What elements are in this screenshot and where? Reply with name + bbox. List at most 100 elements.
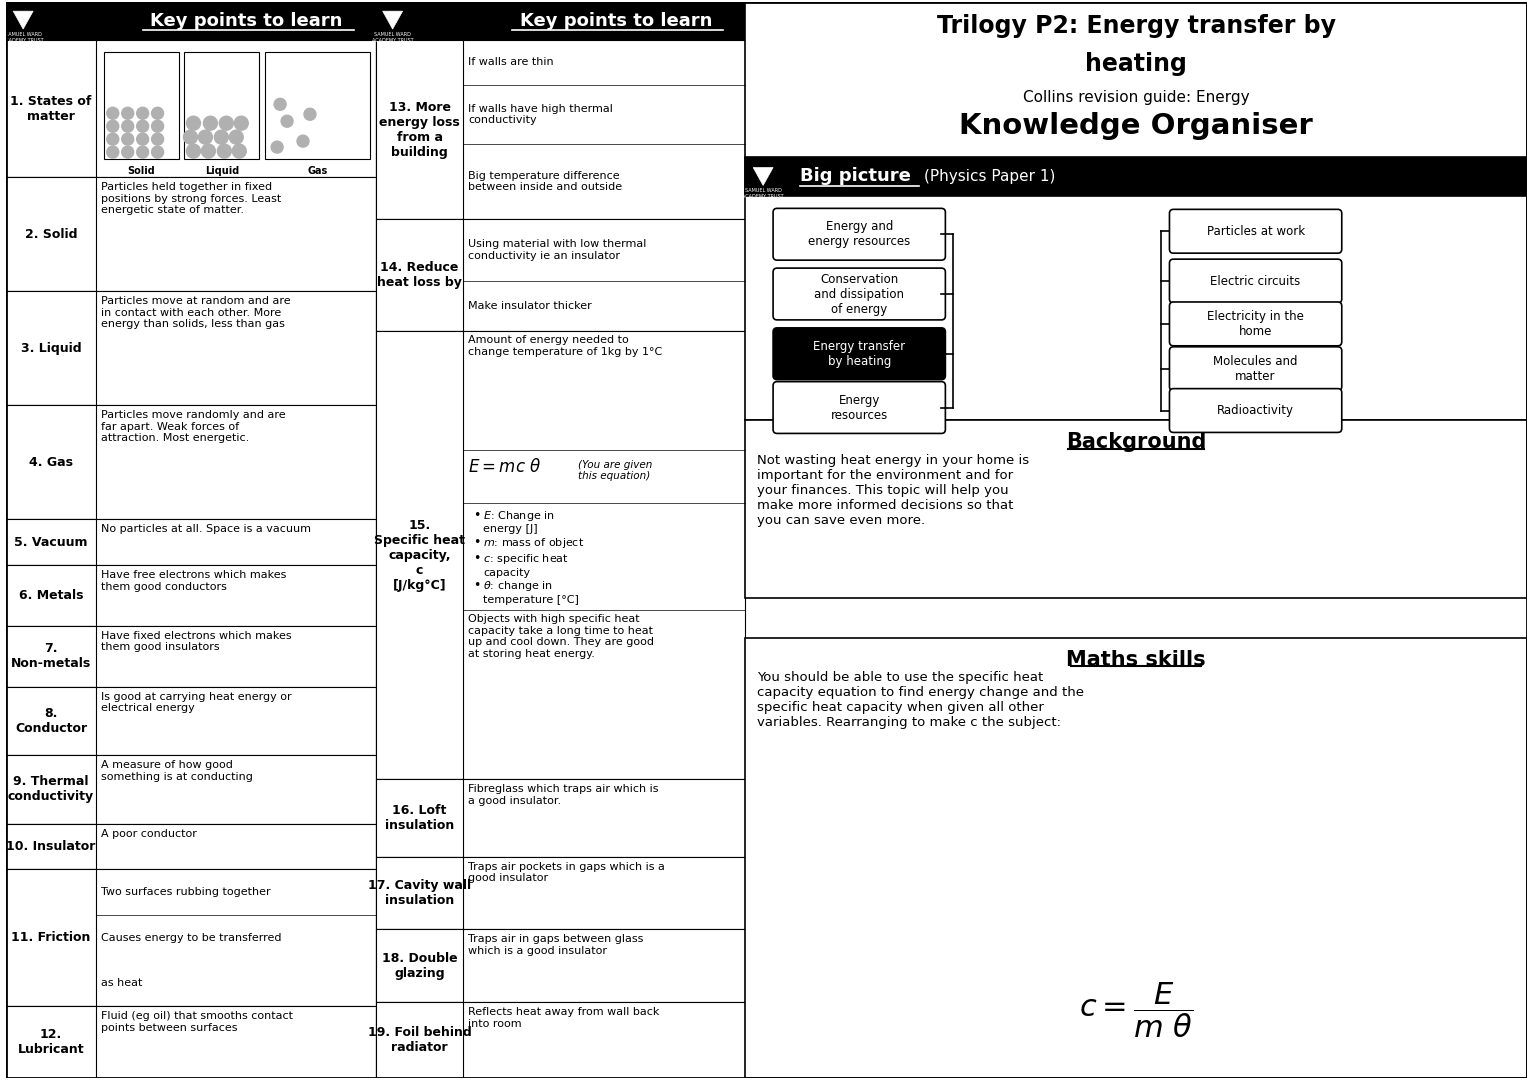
Circle shape (217, 144, 231, 158)
Circle shape (304, 108, 316, 120)
Bar (376, 1002, 745, 1078)
Bar (6, 1007, 376, 1078)
Bar (376, 219, 463, 332)
Text: Knowledge Organiser: Knowledge Organiser (959, 111, 1313, 139)
Text: 19. Foil behind
radiator: 19. Foil behind radiator (368, 1026, 472, 1054)
Circle shape (122, 120, 134, 132)
Text: Objects with high specific heat
capacity take a long time to heat
up and cool do: Objects with high specific heat capacity… (469, 615, 655, 659)
Text: 6. Metals: 6. Metals (18, 589, 84, 602)
Bar (6, 519, 96, 565)
Bar (266, 52, 370, 159)
Circle shape (202, 144, 215, 158)
Text: Two surfaces rubbing together: Two surfaces rubbing together (101, 887, 270, 897)
Circle shape (107, 146, 119, 158)
Circle shape (122, 146, 134, 158)
Text: Particles move at random and are
in contact with each other. More
energy than so: Particles move at random and are in cont… (101, 296, 290, 329)
Text: 3. Liquid: 3. Liquid (21, 341, 81, 354)
Circle shape (151, 107, 163, 119)
Circle shape (275, 98, 286, 110)
Bar (6, 824, 376, 869)
Text: If walls are thin: If walls are thin (469, 57, 554, 67)
Text: Conservation
and dissipation
of energy: Conservation and dissipation of energy (814, 272, 904, 315)
Text: 7.
Non-metals: 7. Non-metals (11, 643, 92, 671)
Bar (376, 1002, 463, 1078)
Text: $\theta$: change in
temperature [°C]: $\theta$: change in temperature [°C] (483, 579, 579, 605)
Text: Using material with low thermal
conductivity ie an insulator: Using material with low thermal conducti… (469, 240, 647, 261)
Text: Particles move randomly and are
far apart. Weak forces of
attraction. Most energ: Particles move randomly and are far apar… (101, 410, 286, 444)
Circle shape (229, 131, 243, 144)
Text: •: • (473, 536, 481, 549)
Text: No particles at all. Space is a vacuum: No particles at all. Space is a vacuum (101, 524, 312, 535)
Bar (6, 626, 376, 687)
Text: Big temperature difference
between inside and outside: Big temperature difference between insid… (469, 171, 623, 192)
FancyBboxPatch shape (1170, 210, 1342, 253)
Text: •: • (473, 509, 481, 522)
Text: SAMUEL WARD
ACADEMY TRUST: SAMUEL WARD ACADEMY TRUST (3, 32, 44, 43)
Text: Liquid: Liquid (205, 166, 238, 176)
Text: Particles held together in fixed
positions by strong forces. Least
energetic sta: Particles held together in fixed positio… (101, 181, 281, 215)
Circle shape (234, 117, 249, 131)
Text: Fluid (eg oil) that smooths contact
points between surfaces: Fluid (eg oil) that smooths contact poin… (101, 1011, 293, 1032)
Text: heating: heating (1086, 52, 1186, 76)
Text: 8.
Conductor: 8. Conductor (15, 707, 87, 735)
Bar (376, 332, 745, 780)
FancyBboxPatch shape (773, 328, 945, 380)
Circle shape (151, 120, 163, 132)
Bar (376, 2, 745, 40)
Text: (Physics Paper 1): (Physics Paper 1) (924, 168, 1055, 184)
Text: You should be able to use the specific heat
capacity equation to find energy cha: You should be able to use the specific h… (757, 672, 1084, 729)
Bar (376, 219, 745, 332)
Text: Radioactivity: Radioactivity (1217, 404, 1293, 417)
Circle shape (137, 107, 148, 119)
Text: $E = mc\ \theta$: $E = mc\ \theta$ (469, 458, 542, 476)
Text: 11. Friction: 11. Friction (11, 931, 90, 944)
Text: as heat: as heat (101, 978, 142, 988)
Text: Background: Background (1066, 432, 1206, 453)
Circle shape (137, 120, 148, 132)
Text: 12.
Lubricant: 12. Lubricant (18, 1028, 84, 1056)
Bar (6, 687, 96, 755)
FancyBboxPatch shape (1170, 389, 1342, 432)
Text: Energy
resources: Energy resources (831, 393, 887, 421)
Bar (6, 405, 376, 519)
Bar (6, 755, 376, 824)
Text: A poor conductor: A poor conductor (101, 828, 197, 839)
Text: Electricity in the
home: Electricity in the home (1208, 310, 1304, 338)
Text: Amount of energy needed to
change temperature of 1kg by 1°C: Amount of energy needed to change temper… (469, 335, 663, 356)
Bar (745, 420, 1527, 597)
Text: $m$: mass of object: $m$: mass of object (483, 536, 585, 550)
Text: Key points to learn: Key points to learn (150, 12, 342, 30)
Text: Electric circuits: Electric circuits (1211, 274, 1301, 287)
Bar (376, 856, 463, 930)
Text: 5. Vacuum: 5. Vacuum (14, 536, 87, 549)
Text: SAMUEL WARD
ACADEMY TRUST: SAMUEL WARD ACADEMY TRUST (742, 188, 783, 199)
Polygon shape (14, 11, 34, 29)
Circle shape (281, 116, 293, 127)
Bar (104, 52, 179, 159)
Text: Collins revision guide: Energy: Collins revision guide: Energy (1023, 90, 1249, 105)
Text: Solid: Solid (127, 166, 156, 176)
Bar (6, 565, 376, 626)
Bar (6, 519, 376, 565)
Text: Causes energy to be transferred: Causes energy to be transferred (101, 933, 281, 943)
Text: 14. Reduce
heat loss by: 14. Reduce heat loss by (377, 261, 463, 289)
Bar (745, 637, 1527, 1078)
Text: Is good at carrying heat energy or
electrical energy: Is good at carrying heat energy or elect… (101, 691, 292, 713)
Circle shape (232, 144, 246, 158)
Bar (6, 626, 96, 687)
FancyBboxPatch shape (773, 381, 945, 433)
Text: Have free electrons which makes
them good conductors: Have free electrons which makes them goo… (101, 570, 286, 592)
Circle shape (298, 135, 308, 147)
Circle shape (107, 133, 119, 145)
FancyBboxPatch shape (1170, 259, 1342, 303)
Circle shape (186, 144, 200, 158)
Bar (745, 157, 1527, 197)
Bar (6, 1007, 96, 1078)
Text: 10. Insulator: 10. Insulator (6, 840, 96, 853)
FancyBboxPatch shape (1170, 347, 1342, 391)
Bar (6, 2, 376, 40)
Bar (6, 292, 96, 405)
FancyBboxPatch shape (773, 208, 945, 260)
Polygon shape (753, 167, 773, 186)
Bar (6, 687, 376, 755)
